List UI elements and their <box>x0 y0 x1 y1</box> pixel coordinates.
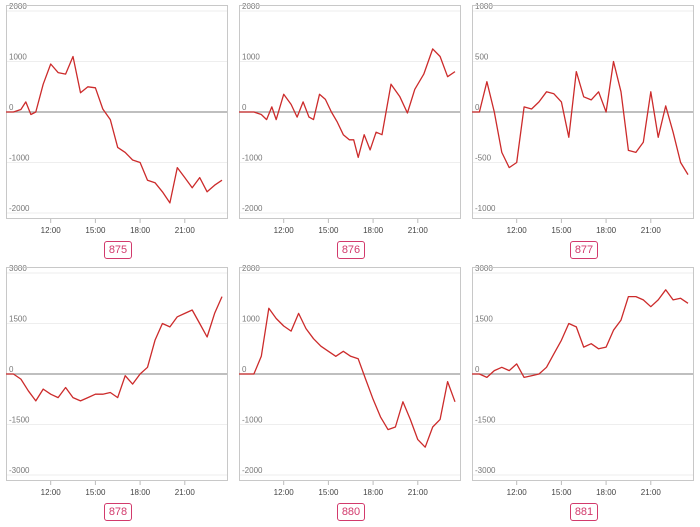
y-tick-label: -1000 <box>242 416 263 425</box>
chart-panel-881: -3000 -1500 0 1500 3000 12:00 15:00 18:00 21:00 8… <box>471 264 694 521</box>
chart-svg: -1000 -500 0 500 1000 12:00 15:00 18:00 21:00 <box>471 2 694 235</box>
x-tick-label: 12:00 <box>507 226 528 235</box>
series-line <box>239 48 456 159</box>
x-tick-label: 21:00 <box>408 488 429 497</box>
y-tick-label: -1000 <box>9 154 30 163</box>
y-tick-label: 3000 <box>475 264 493 273</box>
chart-svg: -2000 -1000 0 1000 2000 12:00 15:00 18:00 21:00 <box>238 264 461 497</box>
chart-svg: -3000 -1500 0 1500 3000 12:00 15:00 18:00 21:00 <box>471 264 694 497</box>
chart-id-badge[interactable]: 875 <box>104 241 132 259</box>
y-tick-label: -3000 <box>475 466 496 475</box>
y-tick-label: 0 <box>242 103 247 112</box>
chart-svg: -2000 -1000 0 1000 2000 12:00 15:00 18:00 21:00 <box>5 2 228 235</box>
x-tick-label: 21:00 <box>175 488 196 497</box>
chart-panel-876: -2000 -1000 0 1000 2000 12:00 15:00 18:00 21:00 8… <box>238 2 461 259</box>
series-line <box>6 55 223 204</box>
x-tick-label: 12:00 <box>41 488 62 497</box>
x-tick-label: 15:00 <box>551 488 572 497</box>
chart-id-badge[interactable]: 878 <box>104 503 132 521</box>
x-tick-label: 12:00 <box>41 226 62 235</box>
x-tick-label: 15:00 <box>318 488 339 497</box>
x-tick-label: 15:00 <box>85 488 106 497</box>
series-line <box>472 60 689 175</box>
y-tick-label: -1500 <box>9 416 30 425</box>
y-tick-label: 1000 <box>475 2 493 11</box>
y-tick-label: 3000 <box>9 264 27 273</box>
y-tick-label: 1000 <box>9 53 27 62</box>
y-tick-label: -1000 <box>242 154 263 163</box>
y-tick-label: 0 <box>242 365 247 374</box>
y-tick-label: 1500 <box>9 315 27 324</box>
y-tick-label: 2000 <box>242 264 260 273</box>
x-tick-label: 18:00 <box>363 488 384 497</box>
chart-panel-875: -2000 -1000 0 1000 2000 12:00 15:00 18:00 21:00 8… <box>5 2 228 259</box>
y-tick-label: 0 <box>9 103 14 112</box>
x-tick-label: 21:00 <box>641 488 662 497</box>
chart-id-badge[interactable]: 876 <box>337 241 365 259</box>
x-tick-label: 12:00 <box>274 488 295 497</box>
x-tick-label: 18:00 <box>596 226 617 235</box>
y-tick-label: -2000 <box>242 204 263 213</box>
y-tick-label: 0 <box>475 365 480 374</box>
x-tick-label: 21:00 <box>641 226 662 235</box>
x-tick-label: 12:00 <box>274 226 295 235</box>
y-tick-label: 0 <box>9 365 14 374</box>
series-line <box>239 307 456 448</box>
chart-id-badge[interactable]: 877 <box>570 241 598 259</box>
chart-svg: -2000 -1000 0 1000 2000 12:00 15:00 18:00 21:00 <box>238 2 461 235</box>
chart-svg: -3000 -1500 0 1500 3000 12:00 15:00 18:00 21:00 <box>5 264 228 497</box>
series-line <box>6 296 223 402</box>
y-tick-label: 1000 <box>242 315 260 324</box>
y-tick-label: 500 <box>475 53 489 62</box>
chart-panel-877: -1000 -500 0 500 1000 12:00 15:00 18:00 21:00 877 <box>471 2 694 259</box>
y-tick-label: -2000 <box>242 466 263 475</box>
x-tick-label: 18:00 <box>363 226 384 235</box>
x-tick-label: 21:00 <box>408 226 429 235</box>
y-tick-label: -500 <box>475 154 492 163</box>
x-tick-label: 18:00 <box>130 488 151 497</box>
series-line <box>472 289 689 379</box>
x-tick-label: 15:00 <box>85 226 106 235</box>
y-tick-label: 2000 <box>242 2 260 11</box>
x-tick-label: 12:00 <box>507 488 528 497</box>
chart-panel-878: -3000 -1500 0 1500 3000 12:00 15:00 18:00 21:00 8… <box>5 264 228 521</box>
chart-id-badge[interactable]: 880 <box>337 503 365 521</box>
y-tick-label: 1500 <box>475 315 493 324</box>
y-tick-label: -2000 <box>9 204 30 213</box>
y-tick-label: -1500 <box>475 416 496 425</box>
chart-panel-880: -2000 -1000 0 1000 2000 12:00 15:00 18:00 21:00 8… <box>238 264 461 521</box>
y-tick-label: 2000 <box>9 2 27 11</box>
y-tick-label: 1000 <box>242 53 260 62</box>
x-tick-label: 15:00 <box>551 226 572 235</box>
chart-id-badge[interactable]: 881 <box>570 503 598 521</box>
y-tick-label: 0 <box>475 103 480 112</box>
y-tick-label: -3000 <box>9 466 30 475</box>
x-tick-label: 15:00 <box>318 226 339 235</box>
x-tick-label: 21:00 <box>175 226 196 235</box>
x-tick-label: 18:00 <box>130 226 151 235</box>
x-tick-label: 18:00 <box>596 488 617 497</box>
y-tick-label: -1000 <box>475 204 496 213</box>
